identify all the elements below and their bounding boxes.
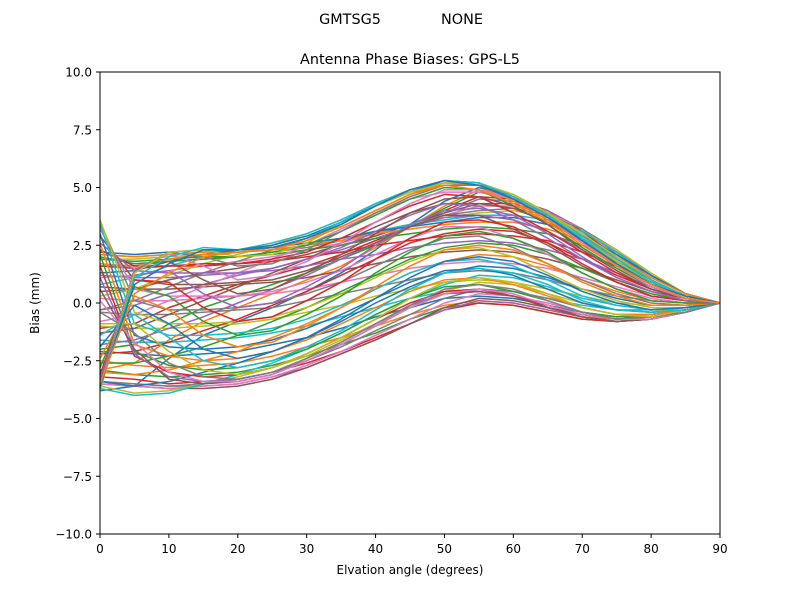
series-line-az295: [99, 267, 721, 369]
y-axis-label: Bias (mm): [28, 272, 42, 334]
series-line-az240: [99, 219, 721, 325]
y-tick-label: −5.0: [63, 412, 92, 426]
y-tick-label: −10.0: [55, 528, 92, 542]
series-line-az210: [99, 186, 721, 304]
series-line-az285: [99, 283, 721, 380]
series-line-az325: [99, 195, 721, 385]
x-tick-label: 90: [712, 542, 727, 556]
series-line-az290: [100, 276, 721, 376]
suptitle-left: GMTSG5: [319, 12, 381, 28]
x-tick-label: 0: [96, 542, 104, 556]
series-line-az320: [99, 207, 721, 380]
suptitle-right: NONE: [441, 12, 483, 28]
x-axis-label: Elvation angle (degrees): [337, 563, 484, 577]
series-line-az310: [99, 230, 720, 368]
x-tick-label: 60: [506, 542, 521, 556]
series-line-az080: [99, 260, 721, 304]
y-tick-label: −2.5: [63, 354, 92, 368]
y-tick-label: 5.0: [73, 181, 92, 195]
y-tick-label: 0.0: [73, 297, 92, 311]
series-line-az165: [99, 228, 721, 355]
series-line-az315: [99, 219, 721, 375]
x-tick-label: 20: [230, 542, 245, 556]
series-line-az350: [99, 179, 721, 387]
series-line-az355: [99, 184, 721, 385]
series-line-az235: [99, 221, 721, 311]
y-tick-label: 7.5: [73, 123, 92, 137]
y-axis: −10.0 −7.5 −5.0 −2.5 0.0 2.5 5.0 7.5 10.0: [55, 66, 100, 542]
x-axis: 0 10 20 30 40 50 60 70 80 90: [96, 534, 728, 556]
x-tick-label: 80: [643, 542, 658, 556]
y-tick-label: 2.5: [73, 239, 92, 253]
y-tick-label: −7.5: [63, 470, 92, 484]
x-tick-label: 40: [368, 542, 383, 556]
series-line-az215: [99, 193, 721, 304]
series-line-az305: [99, 244, 721, 359]
chart-title: Antenna Phase Biases: GPS-L5: [300, 52, 520, 68]
x-tick-label: 70: [575, 542, 590, 556]
y-tick-label: 10.0: [65, 66, 92, 80]
x-tick-label: 10: [161, 542, 176, 556]
series-line-az300: [99, 256, 721, 360]
x-tick-label: 50: [437, 542, 452, 556]
x-tick-label: 30: [299, 542, 314, 556]
series-line-az150: [99, 265, 721, 387]
series-lines: [99, 179, 721, 397]
